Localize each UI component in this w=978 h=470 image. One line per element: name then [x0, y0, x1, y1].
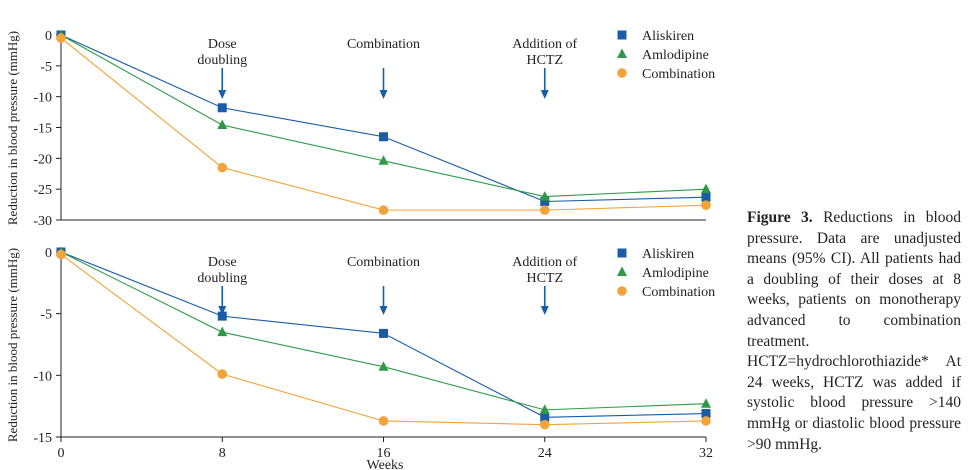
data-point-aliskiren — [701, 192, 711, 202]
data-point-amlodipine — [701, 183, 711, 194]
annotation-label: Addition of — [512, 255, 577, 270]
legend-label-aliskiren: Aliskiren — [642, 29, 694, 44]
data-point-aliskiren — [217, 103, 227, 113]
y-tick-label: -10 — [33, 91, 52, 106]
data-point-aliskiren — [540, 197, 550, 206]
blood-pressure-figure: 0 -5 -10 -15 -20 -25 -30 Reduction in blood pre… — [5, 29, 715, 470]
annotation-label: HCTZ — [526, 271, 563, 286]
annotation-arrow-head — [379, 90, 388, 99]
data-point-aliskiren — [540, 412, 550, 422]
legend-square-marker — [617, 30, 627, 40]
annotation-label: doubling — [197, 271, 247, 286]
y-tick-label: -30 — [33, 214, 52, 229]
legend-triangle-marker — [617, 48, 627, 58]
annotation-arrow-head — [540, 90, 549, 99]
legend-square-marker — [617, 248, 627, 258]
data-point-combination — [56, 249, 66, 260]
y-tick-label: -20 — [33, 152, 52, 167]
bottom-panel-chart: 0 -5 -10 -15 0 8 16 24 32 Weeks Reduction in blood… — [5, 246, 715, 470]
data-point-amlodipine — [217, 119, 228, 130]
annotation-label: Combination — [347, 255, 420, 270]
y-tick-label: -5 — [40, 308, 52, 323]
data-point-combination — [217, 369, 228, 379]
y-tick-label: 0 — [45, 29, 52, 44]
annotation-label: HCTZ — [526, 53, 563, 68]
annotation-label: doubling — [197, 53, 247, 68]
annotation-arrow-head — [218, 90, 227, 99]
data-point-amlodipine — [701, 398, 711, 408]
legend-label-amlodipine: Amlodipine — [642, 48, 709, 63]
data-point-amlodipine — [217, 326, 228, 337]
caption-text: Reductions in blood pressure. Data are u… — [747, 209, 962, 453]
y-tick-label: -15 — [33, 431, 52, 446]
data-point-amlodipine — [539, 404, 550, 414]
annotation-label: Addition of — [512, 37, 577, 52]
data-point-combination — [378, 205, 389, 215]
data-point-amlodipine — [378, 155, 389, 165]
data-point-combination — [539, 205, 550, 215]
series-line-aliskiren — [60, 34, 707, 203]
data-point-aliskiren — [379, 132, 388, 142]
x-axis-title: Weeks — [367, 458, 404, 470]
data-point-amlodipine — [539, 191, 550, 201]
legend-circle-marker — [617, 68, 627, 78]
series-line-combination — [60, 254, 707, 426]
x-tick-label: 24 — [538, 446, 552, 461]
data-point-aliskiren — [379, 328, 388, 338]
data-point-combination — [378, 416, 389, 426]
data-point-aliskiren — [217, 311, 227, 321]
data-point-combination — [701, 416, 711, 426]
y-tick-label: -25 — [33, 183, 52, 198]
legend-circle-marker — [617, 286, 627, 296]
annotation-arrow-head — [540, 306, 549, 315]
series-line-combination — [60, 37, 707, 211]
figure-caption: Figure 3. Reductions in blood pressure. … — [747, 208, 961, 455]
data-point-aliskiren — [701, 409, 711, 419]
data-point-combination — [217, 162, 228, 173]
caption-label: Figure 3. — [747, 209, 813, 226]
top-panel-chart: 0 -5 -10 -15 -20 -25 -30 Reduction in blood pre… — [5, 29, 715, 229]
annotation-label: Dose — [208, 255, 237, 270]
y-axis-title: Reduction in blood pressure (mmHg) — [5, 31, 20, 225]
x-tick-label: 0 — [58, 446, 65, 461]
y-tick-label: -5 — [40, 60, 52, 75]
y-tick-label: -15 — [33, 122, 52, 137]
x-tick-label: 32 — [699, 446, 713, 461]
annotation-label: Combination — [347, 37, 420, 52]
data-point-combination — [539, 419, 550, 430]
annotation-arrow-head — [218, 306, 227, 315]
annotation-arrow-head — [379, 306, 388, 315]
data-point-combination — [56, 33, 66, 43]
legend-label-amlodipine: Amlodipine — [642, 266, 709, 281]
data-point-combination — [701, 200, 711, 210]
legend-label-combination: Combination — [642, 67, 715, 82]
annotation-label: Dose — [208, 37, 237, 52]
y-axis-title: Reduction in blood pressure (mmHg) — [5, 248, 20, 442]
legend-label-aliskiren: Aliskiren — [642, 247, 694, 262]
x-tick-label: 8 — [219, 446, 226, 461]
legend-triangle-marker — [617, 266, 627, 276]
legend-label-combination: Combination — [642, 285, 715, 300]
x-tick-label: 16 — [377, 446, 391, 461]
y-tick-label: 0 — [45, 246, 52, 261]
y-tick-label: -10 — [33, 369, 52, 384]
data-point-amlodipine — [378, 361, 389, 371]
